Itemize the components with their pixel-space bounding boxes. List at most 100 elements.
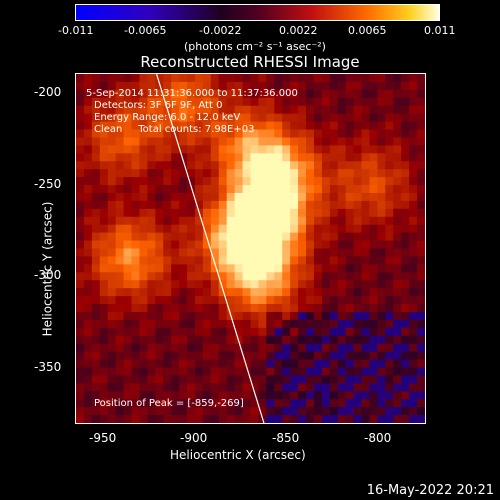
heatmap-cell <box>83 399 93 408</box>
heatmap-cell <box>258 296 267 305</box>
heatmap-cell <box>210 304 220 313</box>
heatmap-cell <box>76 256 85 265</box>
heatmap-cell <box>353 248 363 258</box>
heatmap-cell <box>266 399 275 408</box>
heatmap-cell <box>417 335 425 345</box>
heatmap-cell <box>123 407 133 416</box>
heatmap-cell <box>329 161 339 170</box>
heatmap-cell <box>361 383 371 392</box>
heatmap-cell <box>107 367 117 377</box>
heatmap-cell <box>282 367 291 377</box>
heatmap-cell <box>266 248 275 258</box>
heatmap-cell <box>218 256 228 265</box>
heatmap-cell <box>274 216 283 226</box>
heatmap-cell <box>353 272 363 281</box>
heatmap-cell <box>417 97 425 107</box>
heatmap-cell <box>99 351 109 361</box>
heatmap-cell <box>91 208 101 218</box>
heatmap-cell <box>131 200 141 210</box>
heatmap-cell <box>99 415 109 423</box>
heatmap-cell <box>155 185 164 194</box>
heatmap-cell <box>282 264 291 273</box>
heatmap-cell <box>417 399 425 408</box>
heatmap-cell <box>226 304 236 313</box>
heatmap-cell <box>321 113 331 123</box>
heatmap-cell <box>202 145 212 154</box>
heatmap-cell <box>234 121 244 131</box>
heatmap-cell <box>345 343 355 353</box>
heatmap-cell <box>393 89 402 99</box>
heatmap-cell <box>139 129 148 139</box>
heatmap-cell <box>345 121 355 131</box>
heatmap-cell <box>321 280 331 289</box>
heatmap-cell <box>401 121 410 131</box>
heatmap-cell <box>369 129 379 139</box>
heatmap-cell <box>385 248 394 258</box>
heatmap-cell <box>361 105 371 115</box>
heatmap-cell <box>361 232 371 242</box>
heatmap-cell <box>179 185 188 194</box>
heatmap-cell <box>361 351 371 361</box>
heatmap-cell <box>417 383 425 392</box>
heatmap-cell <box>210 129 220 139</box>
heatmap-cell <box>329 145 339 154</box>
heatmap-cell <box>274 264 283 273</box>
heatmap-cell <box>99 256 109 265</box>
heatmap-cell <box>179 161 188 170</box>
heatmap-cell <box>401 208 410 218</box>
heatmap-cell <box>401 367 410 377</box>
heatmap-cell <box>131 177 141 186</box>
heatmap-cell <box>91 105 101 115</box>
heatmap-cell <box>139 224 148 234</box>
heatmap-cell <box>218 288 228 297</box>
heatmap-cell <box>321 192 331 202</box>
heatmap-cell <box>258 224 267 234</box>
heatmap-cell <box>210 415 220 423</box>
heatmap-cell <box>123 153 133 162</box>
heatmap-cell <box>123 327 133 337</box>
heatmap-cell <box>194 304 204 313</box>
heatmap-cell <box>234 208 244 218</box>
heatmap-cell <box>171 169 180 178</box>
heatmap-cell <box>115 375 125 384</box>
heatmap-cell <box>282 288 291 297</box>
heatmap-cell <box>409 264 418 273</box>
heatmap-cell <box>385 351 394 361</box>
heatmap-cell <box>99 296 109 305</box>
heatmap-cell <box>194 367 204 377</box>
heatmap-cell <box>131 232 141 242</box>
heatmap-cell <box>409 288 418 297</box>
heatmap-cell <box>115 74 125 83</box>
heatmap-cell <box>226 351 236 361</box>
heatmap-cell <box>242 81 252 91</box>
heatmap-cell <box>290 81 299 91</box>
heatmap-cell <box>337 89 347 99</box>
heatmap-cell <box>163 208 172 218</box>
heatmap-cell <box>282 319 291 329</box>
heatmap-cell <box>210 137 220 146</box>
heatmap-cell <box>393 327 402 337</box>
heatmap-cell <box>218 192 228 202</box>
heatmap-cell <box>401 343 410 353</box>
heatmap-cell <box>218 359 228 369</box>
heatmap-cell <box>274 185 283 194</box>
heatmap-cell <box>139 256 148 265</box>
heatmap-cell <box>210 335 220 345</box>
heatmap-cell <box>83 200 93 210</box>
heatmap-cell <box>290 367 299 377</box>
heatmap-cell <box>377 335 386 345</box>
heatmap-cell <box>99 97 109 107</box>
heatmap-cell <box>250 200 260 210</box>
heatmap-cell <box>171 351 180 361</box>
heatmap-cell <box>409 105 418 115</box>
heatmap-cell <box>321 327 331 337</box>
heatmap-cell <box>210 407 220 416</box>
heatmap-cell <box>337 129 347 139</box>
heatmap-cell <box>234 113 244 123</box>
heatmap-cell <box>282 137 291 146</box>
heatmap-cell <box>274 200 283 210</box>
heatmap-cell <box>202 153 212 162</box>
heatmap-cell <box>179 367 188 377</box>
heatmap-cell <box>369 248 379 258</box>
heatmap-cell <box>393 391 402 400</box>
